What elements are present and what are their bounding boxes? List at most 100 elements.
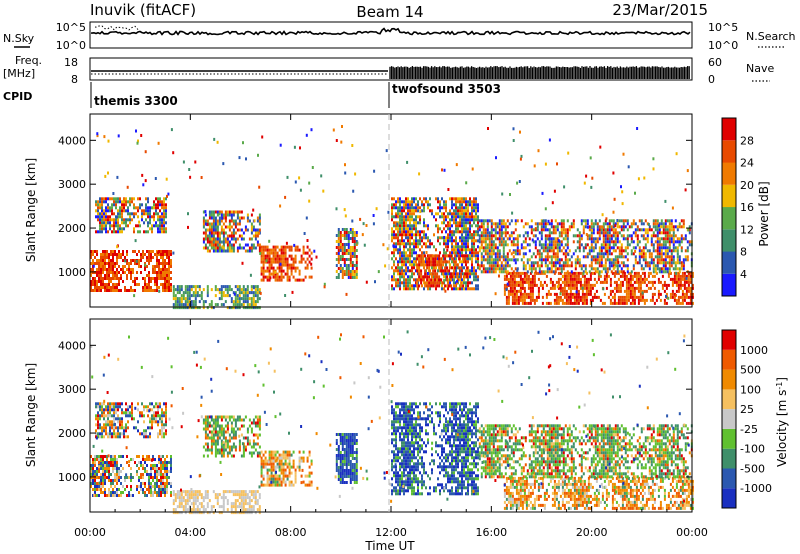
echo-cell (268, 266, 271, 270)
echo-cell (418, 284, 421, 288)
echo-cell (355, 273, 358, 276)
echo-cell (503, 289, 506, 293)
echo-cell (166, 271, 168, 274)
echo-cell (403, 203, 405, 207)
echo-cell (630, 252, 633, 256)
echo-cell (465, 218, 467, 222)
echo-cell (509, 277, 512, 281)
echo-cell (459, 251, 461, 255)
echo-cell (555, 280, 558, 284)
echo-cell (443, 206, 445, 210)
echo-cell (606, 255, 609, 259)
echo-cell (405, 254, 407, 258)
echo-cell (488, 252, 491, 256)
echo-cell (399, 233, 401, 237)
echo-cell (588, 228, 591, 232)
echo-cell (674, 246, 677, 250)
echo-cell (109, 197, 111, 201)
echo-cell (335, 139, 338, 142)
echo-cell (689, 298, 692, 302)
echo-cell (391, 275, 393, 279)
echo-cell (484, 219, 487, 223)
echo-cell (614, 243, 617, 247)
echo-cell (628, 225, 631, 229)
echo-cell (104, 289, 106, 292)
echo-cell (111, 224, 113, 228)
echo-cell (660, 267, 663, 271)
echo-cell (657, 280, 660, 284)
echo-cell (488, 264, 491, 268)
echo-cell (602, 246, 605, 250)
echo-cell (206, 294, 209, 298)
echo-cell (444, 289, 447, 293)
echo-cell (413, 218, 415, 222)
echo-cell (449, 227, 451, 231)
echo-cell (164, 283, 166, 286)
echo-cell (433, 266, 435, 270)
echo-cell (246, 297, 249, 301)
echo-cell (680, 264, 683, 268)
echo-cell (455, 163, 458, 167)
echo-cell (601, 280, 604, 284)
echo-cell (252, 225, 255, 229)
echo-cell (155, 212, 157, 216)
echo-cell (238, 216, 241, 220)
echo-cell (524, 252, 527, 256)
echo-cell (188, 291, 191, 295)
echo-cell (122, 253, 124, 256)
echo-cell (129, 218, 131, 222)
echo-cell (473, 200, 475, 204)
echo-cell (214, 222, 217, 226)
echo-cell (515, 283, 518, 287)
echo-cell (163, 197, 165, 201)
echo-cell (258, 243, 261, 247)
echo-cell (463, 248, 465, 252)
echo-cell (516, 268, 519, 272)
echo-cell (96, 268, 98, 271)
echo-cell (634, 255, 637, 259)
echo-cell (626, 246, 629, 250)
echo-cell (679, 274, 682, 278)
echo-cell (624, 264, 627, 268)
echo-cell (286, 257, 289, 261)
echo-cell (220, 213, 223, 217)
echo-cell (566, 237, 569, 241)
echo-cell (530, 255, 533, 259)
echo-cell (306, 257, 309, 261)
echo-cell (401, 272, 403, 276)
echo-cell (422, 254, 425, 258)
echo-cell (653, 286, 656, 290)
echo-cell (111, 197, 113, 201)
echo-cell (401, 275, 403, 279)
echo-cell (434, 254, 437, 258)
echo-cell (200, 294, 203, 298)
echo-cell (558, 264, 561, 268)
echo-cell (214, 210, 217, 214)
echo-cell (280, 278, 283, 282)
echo-cell (665, 283, 668, 287)
echo-cell (397, 260, 399, 264)
echo-cell (498, 249, 501, 253)
echo-cell (622, 234, 625, 238)
echo-cell (465, 230, 467, 234)
echo-cell (102, 470, 104, 473)
echo-cell (594, 258, 597, 262)
echo-cell (341, 249, 344, 252)
echo-cell (407, 224, 409, 228)
echo-cell (668, 228, 671, 232)
echo-cell (461, 245, 463, 249)
echo-cell (220, 225, 223, 229)
echo-cell (620, 225, 623, 229)
echo-cell (395, 284, 397, 288)
echo-cell (266, 257, 269, 261)
echo-cell (232, 210, 235, 214)
echo-cell (656, 249, 659, 253)
echo-cell (567, 151, 570, 155)
echo-cell (264, 254, 267, 258)
echo-cell (591, 176, 594, 180)
echo-cell (439, 269, 441, 273)
echo-cell (639, 298, 642, 302)
echo-cell (92, 268, 94, 271)
echo-cell (411, 236, 413, 240)
echo-cell (473, 251, 475, 255)
